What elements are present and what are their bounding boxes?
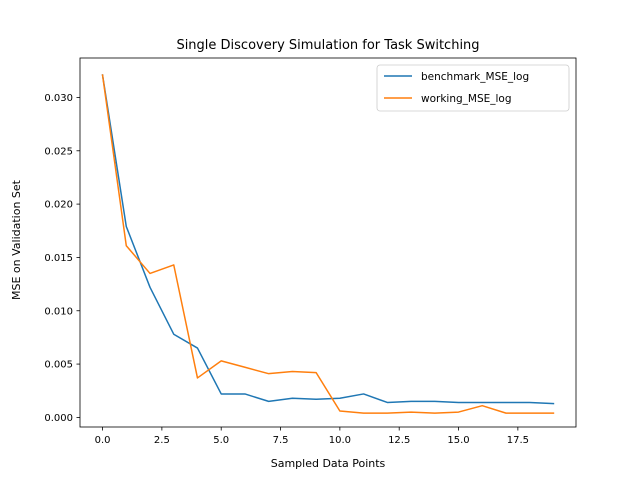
x-tick-label: 5.0 xyxy=(213,435,229,446)
series-line-benchmark_MSE_log xyxy=(101,74,555,405)
plot-area: 0.0 2.5 5.0 7.5 10.0 12.5 15.0 17.5 0.000 0.005 0.… xyxy=(44,57,577,446)
x-tick-label: 17.5 xyxy=(507,435,529,446)
x-tick-label: 10.0 xyxy=(329,435,351,446)
x-axis-label: Sampled Data Points xyxy=(271,457,386,470)
x-tick-label: 12.5 xyxy=(388,435,410,446)
legend-label-working_MSE_log: working_MSE_log xyxy=(421,93,512,105)
y-tick-label: 0.000 xyxy=(44,413,73,424)
series-line-working_MSE_log xyxy=(101,74,555,414)
y-tick-label: 0.015 xyxy=(44,253,73,264)
y-axis-label: MSE on Validation Set xyxy=(10,179,23,300)
x-tick-label: 15.0 xyxy=(447,435,469,446)
x-tick-label: 7.5 xyxy=(273,435,289,446)
y-tick-label: 0.025 xyxy=(44,146,73,157)
x-tick-label: 0.0 xyxy=(95,435,111,446)
y-tick-label: 0.030 xyxy=(44,93,73,104)
plot-frame xyxy=(79,57,577,428)
x-tick-label: 2.5 xyxy=(154,435,170,446)
y-tick-label: 0.010 xyxy=(44,306,73,317)
y-tick-label: 0.005 xyxy=(44,360,73,371)
legend-box xyxy=(376,64,570,112)
legend-label-benchmark_MSE_log: benchmark_MSE_log xyxy=(421,71,529,83)
y-tick-label: 0.020 xyxy=(44,200,73,211)
chart-title: Single Discovery Simulation for Task Swi… xyxy=(176,38,479,53)
